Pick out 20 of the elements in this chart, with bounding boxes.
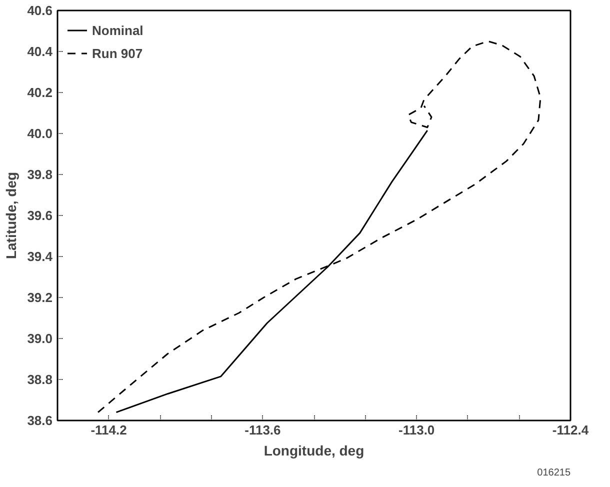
x-tick-label: -113.6 (244, 422, 281, 438)
y-tick-label: 38.8 (27, 372, 53, 387)
y-tick-label: 40.6 (27, 3, 53, 18)
y-tick-label: 39.2 (27, 290, 53, 305)
y-tick-label: 39.8 (27, 167, 53, 182)
legend-label: Nominal (92, 22, 144, 38)
y-axis-title: Latitude, deg (3, 172, 20, 260)
y-tick-label: 39.0 (27, 331, 53, 346)
x-axis-title: Longitude, deg (264, 442, 364, 458)
text: 016215 (537, 468, 571, 478)
y-tick-label: 39.4 (27, 249, 54, 264)
y-tick-label: 38.6 (27, 413, 53, 428)
x-tick-label: -112.4 (552, 422, 590, 438)
y-tick-label: 40.4 (27, 44, 54, 59)
legend-label: Run 907 (92, 46, 143, 60)
y-tick-label: 40.2 (27, 85, 53, 100)
y-tick-label: 39.6 (27, 208, 53, 223)
x-tick-label: -114.2 (90, 422, 127, 438)
x-tick-label: -113.0 (398, 422, 435, 438)
y-tick-label: 40.0 (27, 126, 53, 141)
